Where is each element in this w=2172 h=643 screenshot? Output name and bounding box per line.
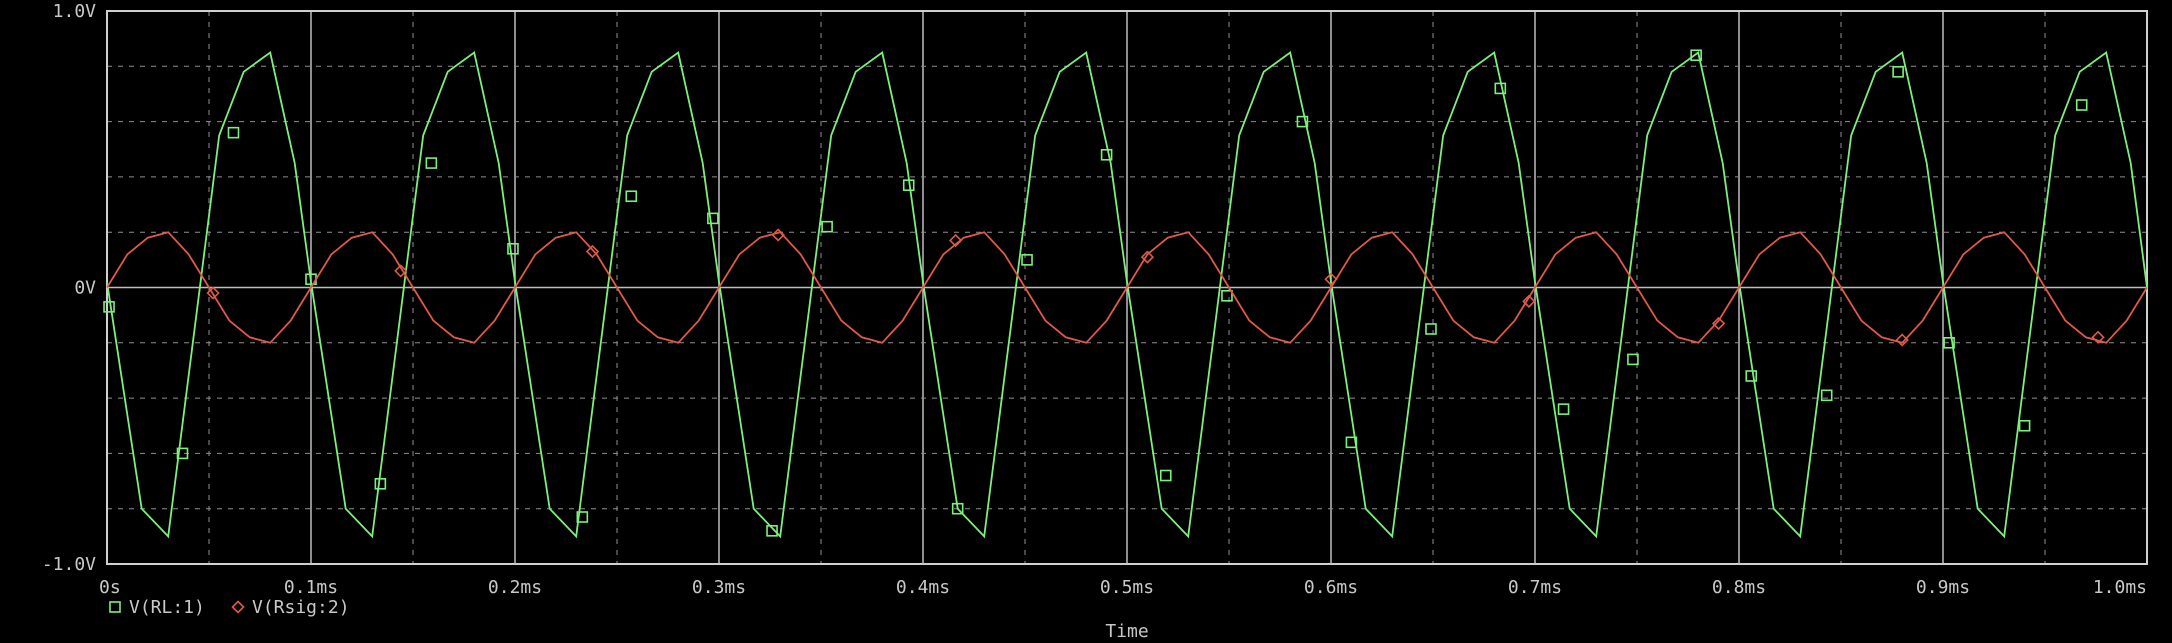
x-tick-label: 0.1ms bbox=[284, 577, 338, 598]
x-tick-label: 0.8ms bbox=[1712, 577, 1766, 598]
series-marker-diamond bbox=[1711, 316, 1726, 331]
series-marker-square bbox=[1100, 148, 1113, 161]
series-marker-diamond bbox=[1895, 333, 1909, 347]
y-tick-label: -1.0V bbox=[42, 554, 96, 575]
series-marker-square bbox=[707, 212, 719, 225]
y-tick-label: 0V bbox=[74, 278, 96, 299]
x-tick-label: 0.9ms bbox=[1916, 577, 1970, 598]
series-marker-square bbox=[227, 126, 240, 139]
series-marker-diamond bbox=[771, 228, 785, 242]
series-marker-square bbox=[1221, 289, 1233, 302]
series-marker-diamond bbox=[949, 233, 963, 248]
series-marker-square bbox=[103, 301, 115, 313]
series-marker-diamond bbox=[2091, 330, 2105, 344]
series-marker-square bbox=[1820, 389, 1833, 402]
series-marker-square bbox=[1943, 336, 1955, 349]
x-tick-label: 0.2ms bbox=[488, 577, 542, 598]
x-axis-title: Time bbox=[1105, 621, 1148, 642]
legend-label-0: V(RL:1) bbox=[129, 597, 205, 618]
series-marker-square bbox=[1892, 66, 1904, 78]
series-line-1 bbox=[106, 231, 2148, 344]
series-marker-square bbox=[1627, 353, 1639, 366]
tick-labels: 0s 0.1ms 0.2ms 0.3ms 0.4ms 0.5ms 0.6ms 0.7ms 0.8… bbox=[42, 1, 2147, 598]
y-tick-label: 1.0V bbox=[53, 1, 97, 22]
series-marker-square bbox=[902, 179, 915, 191]
series-marker-diamond bbox=[206, 286, 220, 300]
series-marker-square bbox=[374, 478, 387, 490]
series-marker-diamond bbox=[1522, 294, 1536, 308]
series-marker-square bbox=[625, 190, 638, 203]
series-marker-square bbox=[2018, 419, 2031, 432]
x-tick-label: 1.0ms bbox=[2093, 577, 2147, 598]
x-tick-label: 0.6ms bbox=[1304, 577, 1358, 598]
x-tick-label: 0.4ms bbox=[896, 577, 950, 598]
series-marker-square bbox=[1345, 436, 1358, 449]
x-tick-label: 0s bbox=[99, 577, 121, 598]
series-marker-square bbox=[1557, 403, 1570, 415]
series-marker-square bbox=[766, 525, 778, 537]
series-marker-square bbox=[951, 502, 964, 515]
series-marker-square bbox=[1296, 115, 1309, 128]
series-marker-diamond bbox=[585, 244, 600, 259]
legend-swatch-1 bbox=[231, 600, 245, 614]
series-marker-square bbox=[1494, 82, 1507, 95]
series-line-0 bbox=[106, 50, 2148, 539]
series-marker-square bbox=[507, 242, 519, 255]
x-tick-label: 0.7ms bbox=[1508, 577, 1562, 598]
series-marker-square bbox=[2075, 99, 2088, 111]
series-marker-square bbox=[1745, 370, 1758, 382]
series-marker-square bbox=[1159, 469, 1172, 482]
series-layer bbox=[103, 49, 2148, 539]
series-marker-square bbox=[821, 220, 833, 233]
series-marker-square bbox=[1425, 323, 1437, 335]
series-marker-diamond bbox=[1140, 250, 1155, 264]
series-marker-square bbox=[1690, 49, 1702, 62]
x-tick-label: 0.5ms bbox=[1100, 577, 1154, 598]
series-marker-square bbox=[176, 447, 189, 460]
legend-label-1: V(Rsig:2) bbox=[252, 597, 350, 618]
legend-swatch-0 bbox=[109, 601, 121, 613]
series-marker-diamond bbox=[394, 264, 408, 278]
x-tick-label: 0.3ms bbox=[692, 577, 746, 598]
series-marker-square bbox=[1021, 254, 1033, 266]
series-marker-square bbox=[425, 157, 438, 169]
legend: V(RL:1) V(Rsig:2) bbox=[109, 597, 350, 618]
series-marker-diamond bbox=[1324, 272, 1338, 286]
series-marker-square bbox=[576, 511, 589, 523]
